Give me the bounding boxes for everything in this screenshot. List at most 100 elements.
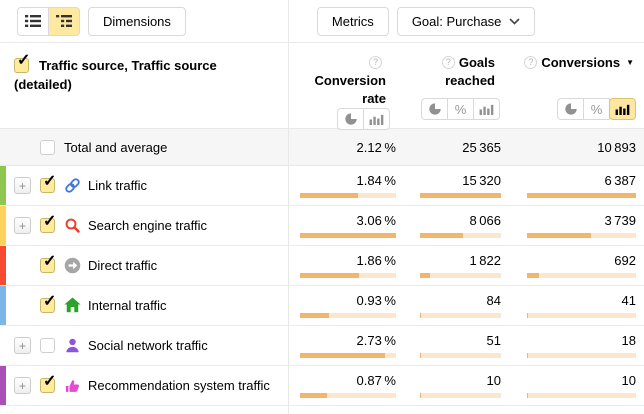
bar-chart-button[interactable] bbox=[363, 108, 390, 130]
bar-chart-icon bbox=[479, 103, 494, 115]
row-label[interactable]: Internal traffic bbox=[88, 298, 167, 313]
bar-fill bbox=[420, 193, 501, 198]
percent-button[interactable]: % bbox=[583, 98, 610, 120]
bar-fill bbox=[300, 353, 386, 358]
conversion-rate-header-label[interactable]: ?Conversion rate bbox=[314, 56, 386, 106]
person-icon bbox=[64, 337, 81, 354]
bar-track bbox=[420, 313, 501, 318]
row-label[interactable]: Search engine traffic bbox=[88, 218, 207, 233]
table-row-direct-traffic: ✓ Direct traffic 1.86 % 1 822 692 bbox=[0, 246, 644, 286]
row-color-stripe bbox=[0, 286, 6, 325]
table-row-recommendation-system-traffic: + ✓ Recommendation system traffic 0.87 %… bbox=[0, 366, 644, 406]
expand-button[interactable]: + bbox=[14, 337, 31, 354]
column-divider bbox=[288, 0, 289, 414]
conversions-value: 41 bbox=[621, 293, 636, 308]
metrics-button[interactable]: Metrics bbox=[316, 6, 389, 36]
conversions-cell: 41 bbox=[505, 286, 644, 325]
total-conversions-value: 10 893 bbox=[597, 139, 636, 155]
bar-track bbox=[300, 233, 396, 238]
table-header: ✓ Traffic source, Traffic source (detaile… bbox=[0, 43, 644, 130]
row-checkbox[interactable]: ✓ bbox=[40, 173, 56, 193]
bar-track bbox=[420, 393, 501, 398]
row-checkbox[interactable] bbox=[40, 338, 55, 353]
bar-fill bbox=[420, 233, 463, 238]
list-view-button[interactable] bbox=[17, 6, 49, 36]
tree-view-button[interactable] bbox=[48, 6, 80, 36]
bar-chart-icon bbox=[615, 103, 630, 115]
expand-button[interactable]: + bbox=[14, 377, 31, 394]
thumbs-up-icon bbox=[64, 377, 81, 394]
pie-chart-icon bbox=[564, 102, 578, 116]
conversion-rate-cell: 0.93 % bbox=[288, 286, 400, 325]
total-row: Total and average 2.12 % 25 365 10 893 bbox=[0, 129, 644, 166]
goals-reached-cell: 8 066 bbox=[400, 206, 505, 245]
conversion-rate-value: 1.86 % bbox=[356, 253, 396, 268]
pie-chart-button[interactable] bbox=[557, 98, 584, 120]
conversion-rate-column-header: ?Conversion rate bbox=[288, 43, 400, 130]
row-checkbox[interactable]: ✓ bbox=[40, 293, 56, 313]
bar-track bbox=[527, 233, 636, 238]
check-icon: ✓ bbox=[43, 293, 57, 310]
row-label[interactable]: Social network traffic bbox=[88, 338, 208, 353]
goals-reached-value: 8 066 bbox=[469, 213, 501, 228]
conversions-view-controls: % bbox=[505, 98, 644, 120]
pie-chart-button[interactable] bbox=[337, 108, 364, 130]
conversion-rate-cell: 3.06 % bbox=[288, 206, 400, 245]
total-row-label: Total and average bbox=[64, 139, 168, 155]
bar-fill bbox=[300, 273, 359, 278]
select-all-checkbox[interactable]: ✓ bbox=[14, 52, 30, 73]
goals-reached-value: 84 bbox=[486, 293, 501, 308]
conversions-column-header: ? Conversions ▼ % bbox=[505, 43, 644, 128]
help-icon[interactable]: ? bbox=[524, 56, 538, 69]
bar-track bbox=[527, 193, 636, 198]
bar-track bbox=[300, 353, 396, 358]
home-icon bbox=[64, 297, 81, 314]
conversions-value: 6 387 bbox=[604, 173, 636, 188]
link-icon bbox=[64, 177, 81, 194]
bar-chart-button[interactable] bbox=[473, 98, 500, 120]
row-color-stripe bbox=[0, 326, 6, 365]
percent-button[interactable]: % bbox=[447, 98, 474, 120]
check-icon: ✓ bbox=[43, 213, 57, 230]
conversions-value: 692 bbox=[614, 253, 636, 268]
conversion-rate-value: 0.93 % bbox=[356, 293, 396, 308]
row-label-cell: ✓ Direct traffic bbox=[0, 246, 288, 285]
check-icon: ✓ bbox=[43, 373, 57, 390]
total-row-checkbox[interactable] bbox=[40, 139, 55, 155]
row-label[interactable]: Direct traffic bbox=[88, 258, 158, 273]
row-label[interactable]: Link traffic bbox=[88, 178, 148, 193]
pie-chart-icon bbox=[344, 112, 358, 126]
goals-reached-value: 10 bbox=[486, 373, 501, 388]
bar-track bbox=[527, 353, 636, 358]
conversion-rate-cell: 1.84 % bbox=[288, 166, 400, 205]
goals-reached-cell: 84 bbox=[400, 286, 505, 325]
help-icon[interactable]: ? bbox=[441, 56, 455, 69]
pie-chart-button[interactable] bbox=[421, 98, 448, 120]
expand-button[interactable]: + bbox=[14, 217, 31, 234]
help-icon[interactable]: ? bbox=[369, 56, 382, 69]
bar-track bbox=[300, 193, 396, 198]
bar-track bbox=[420, 193, 501, 198]
row-checkbox[interactable]: ✓ bbox=[40, 213, 56, 233]
row-label-cell: + ✓ Search engine traffic bbox=[0, 206, 288, 245]
row-label-cell: + Social network traffic bbox=[0, 326, 288, 365]
row-checkbox[interactable]: ✓ bbox=[40, 373, 56, 393]
goals-reached-header-label[interactable]: ? Goals reached bbox=[400, 43, 505, 90]
goals-reached-value: 51 bbox=[486, 333, 501, 348]
row-label[interactable]: Recommendation system traffic bbox=[88, 378, 270, 393]
conversion-rate-view-controls bbox=[288, 108, 400, 130]
table-row-social-network-traffic: + Social network traffic 2.73 % 51 18 bbox=[0, 326, 644, 366]
bar-track bbox=[527, 313, 636, 318]
bar-track bbox=[420, 233, 501, 238]
conversions-cell: 6 387 bbox=[505, 166, 644, 205]
dimensions-button[interactable]: Dimensions bbox=[88, 6, 186, 36]
goal-selector[interactable]: Goal: Purchase bbox=[396, 6, 536, 36]
expand-button[interactable]: + bbox=[14, 177, 31, 194]
check-icon: ✓ bbox=[43, 253, 57, 270]
row-checkbox[interactable]: ✓ bbox=[40, 253, 56, 273]
conversions-header-label[interactable]: ? Conversions ▼ bbox=[505, 43, 644, 72]
bar-chart-button[interactable] bbox=[609, 98, 636, 120]
conversions-cell: 18 bbox=[505, 326, 644, 365]
conversions-cell: 692 bbox=[505, 246, 644, 285]
total-row-label-cell: Total and average bbox=[0, 139, 288, 156]
